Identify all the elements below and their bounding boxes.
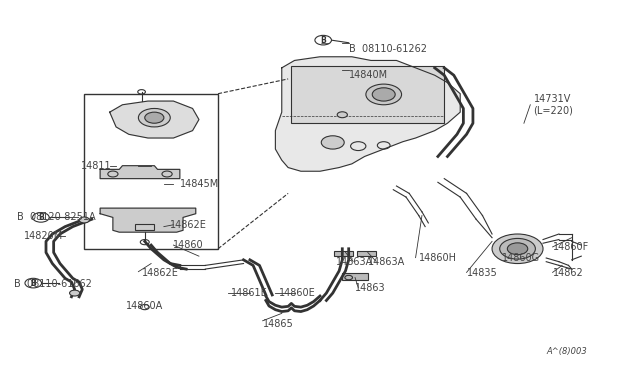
Circle shape [70,290,80,296]
Text: 14845M: 14845M [180,179,219,189]
Text: 14865: 14865 [262,320,293,330]
Text: 14860G: 14860G [502,253,540,263]
Polygon shape [275,57,460,171]
Text: B  08110-61662: B 08110-61662 [14,279,92,289]
Circle shape [79,217,90,223]
Text: 14861E: 14861E [231,288,268,298]
Text: A^(8)003: A^(8)003 [547,347,588,356]
Text: 14811: 14811 [81,161,111,171]
Text: 14840M: 14840M [349,70,388,80]
Text: B  08110-61262: B 08110-61262 [349,44,427,54]
Bar [334,251,353,256]
Text: 14860H: 14860H [419,253,457,263]
Circle shape [25,278,42,288]
Bar [342,273,368,280]
Circle shape [145,112,164,123]
Circle shape [500,238,536,259]
Circle shape [492,234,543,263]
Text: 14835: 14835 [467,268,497,278]
Circle shape [315,35,332,45]
Circle shape [33,212,49,222]
Circle shape [366,84,401,105]
Circle shape [321,136,344,149]
Text: 14860A: 14860A [125,301,163,311]
Circle shape [372,88,395,101]
Polygon shape [100,166,180,179]
Text: 14860: 14860 [173,240,204,250]
Text: B: B [38,213,44,222]
Bar [291,66,444,123]
Text: 14863A: 14863A [336,257,373,267]
Text: 14820M: 14820M [24,231,63,241]
Text: 14862E: 14862E [141,268,179,278]
Polygon shape [109,101,199,138]
Text: 14863: 14863 [355,283,386,292]
Text: B  08120-8251A: B 08120-8251A [17,212,96,222]
Circle shape [138,109,170,127]
Text: 14863A: 14863A [368,257,405,267]
Bar [84,94,218,249]
Bar [135,224,154,230]
Text: 14860F: 14860F [552,242,589,252]
Circle shape [508,243,528,255]
Bar [357,251,376,256]
Text: B: B [30,279,36,288]
Text: 14860E: 14860E [278,288,316,298]
Text: 14862E: 14862E [170,220,207,230]
Circle shape [140,305,149,310]
Text: 14731V
(L=220): 14731V (L=220) [534,94,573,116]
Text: —: — [321,39,330,48]
Text: 14862: 14862 [552,268,583,278]
Text: B: B [320,36,326,45]
Circle shape [337,112,348,118]
Polygon shape [100,208,196,232]
